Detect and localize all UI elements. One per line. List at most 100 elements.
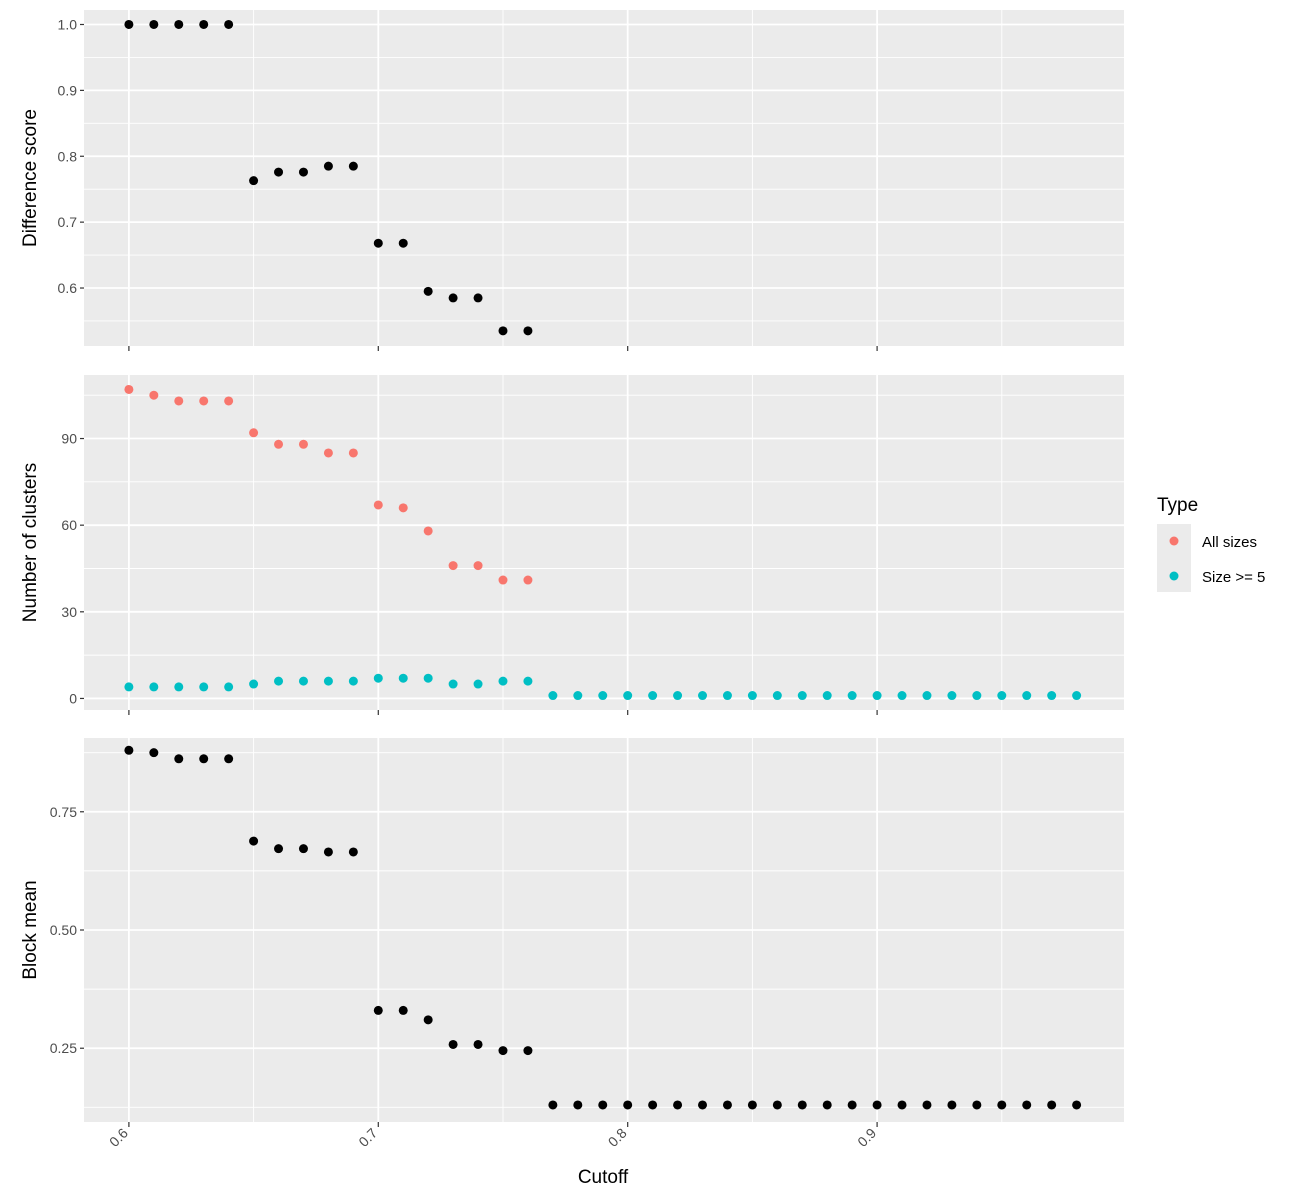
data-point <box>872 691 882 701</box>
data-point <box>722 1100 732 1110</box>
data-point <box>199 754 209 764</box>
data-point <box>149 748 159 758</box>
data-point <box>149 682 159 692</box>
data-point <box>448 561 458 571</box>
data-point <box>249 176 259 186</box>
data-point <box>1072 1100 1082 1110</box>
data-point <box>922 691 932 701</box>
data-point <box>224 396 234 406</box>
data-point <box>323 847 333 857</box>
data-point <box>274 167 284 177</box>
data-point <box>972 691 982 701</box>
data-point <box>573 1100 583 1110</box>
data-point <box>523 1046 533 1056</box>
data-point <box>298 167 308 177</box>
data-point <box>224 754 234 764</box>
data-point <box>1022 691 1032 701</box>
data-point <box>298 844 308 854</box>
data-point <box>772 691 782 701</box>
y-tick-label: 30 <box>61 604 77 620</box>
data-point <box>373 673 383 683</box>
data-point <box>498 1046 508 1056</box>
data-point <box>473 293 483 303</box>
data-point <box>249 836 259 846</box>
data-point <box>747 691 757 701</box>
y-axis-title: Block mean <box>20 880 41 979</box>
data-point <box>423 526 433 536</box>
panel-1: 0.6 0.7 0.8 0.9 1.0 Difference score <box>20 10 1124 351</box>
data-point <box>199 396 209 406</box>
data-point <box>797 1100 807 1110</box>
y-tick-label: 0.50 <box>50 922 77 938</box>
data-point <box>448 679 458 689</box>
y-tick-label: 0.7 <box>58 214 78 230</box>
data-point <box>548 1100 558 1110</box>
data-point <box>673 1100 683 1110</box>
data-point <box>623 691 633 701</box>
data-point <box>174 19 184 29</box>
data-point <box>274 844 284 854</box>
data-point <box>323 161 333 171</box>
data-point <box>348 676 358 686</box>
data-point <box>448 1039 458 1049</box>
data-point <box>398 238 408 248</box>
y-tick-label: 0.6 <box>58 280 78 296</box>
data-point <box>373 1005 383 1015</box>
legend-label-all-sizes: All sizes <box>1202 534 1257 551</box>
data-point <box>972 1100 982 1110</box>
y-tick-label: 1.0 <box>58 16 78 32</box>
data-point <box>1047 1100 1057 1110</box>
data-point <box>498 575 508 585</box>
data-point <box>498 676 508 686</box>
data-point <box>847 1100 857 1110</box>
data-point <box>149 19 159 29</box>
data-point <box>897 1100 907 1110</box>
y-axis-title: Number of clusters <box>20 463 41 622</box>
y-tick-label: 0.8 <box>58 148 78 164</box>
data-point <box>698 691 708 701</box>
data-point <box>448 293 458 303</box>
data-point <box>947 691 957 701</box>
data-point <box>124 682 134 692</box>
panel-2: 0 30 60 90 Number of clusters <box>20 375 1124 715</box>
x-axis-title: Cutoff <box>578 1167 629 1188</box>
panel-background <box>84 10 1124 346</box>
data-point <box>698 1100 708 1110</box>
data-point <box>922 1100 932 1110</box>
legend-title: Type <box>1157 495 1198 516</box>
data-point <box>523 676 533 686</box>
data-point <box>623 1100 633 1110</box>
data-point <box>199 19 209 29</box>
data-point <box>523 575 533 585</box>
data-point <box>997 691 1007 701</box>
y-tick-label: 60 <box>61 517 77 533</box>
data-point <box>323 676 333 686</box>
data-point <box>274 676 284 686</box>
data-point <box>747 1100 757 1110</box>
data-point <box>1047 691 1057 701</box>
legend-label-size-5: Size >= 5 <box>1202 569 1265 586</box>
data-point <box>997 1100 1007 1110</box>
data-point <box>473 561 483 571</box>
y-tick-label: 0.75 <box>50 804 77 820</box>
data-point <box>174 396 184 406</box>
data-point <box>1072 691 1082 701</box>
data-point <box>398 1005 408 1015</box>
data-point <box>124 745 134 755</box>
data-point <box>523 326 533 336</box>
legend-key-size-5 <box>1169 571 1179 581</box>
data-point <box>373 238 383 248</box>
panel-background <box>84 375 1124 710</box>
data-point <box>822 1100 832 1110</box>
y-tick-label: 0.9 <box>58 82 78 98</box>
data-point <box>348 448 358 458</box>
data-point <box>498 326 508 336</box>
data-point <box>573 691 583 701</box>
data-point <box>124 19 134 29</box>
y-tick-label: 0 <box>69 690 77 706</box>
data-point <box>348 161 358 171</box>
data-point <box>1022 1100 1032 1110</box>
data-point <box>673 691 683 701</box>
data-point <box>598 1100 608 1110</box>
